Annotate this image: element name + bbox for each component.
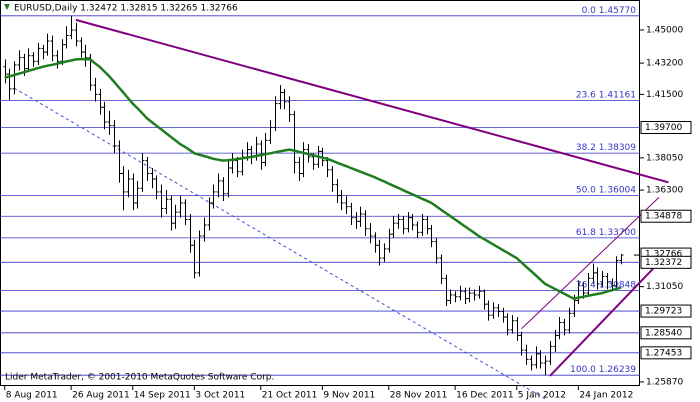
y-tick-label: 1.25870: [646, 377, 683, 387]
fib-ratio: 76.4: [576, 280, 596, 290]
level-tag-label: 1.28540: [645, 328, 682, 338]
y-tick-label: 1.45000: [646, 25, 683, 35]
fib-price: 1.45770: [599, 5, 636, 15]
trendline: [75, 18, 669, 184]
x-tick-label: 3 Oct 2011: [195, 391, 245, 401]
level-tag: [640, 121, 692, 135]
fib-ratio: 100.0: [570, 365, 596, 375]
fib-price: 1.36004: [599, 185, 636, 195]
x-tick-label: 26 Aug 2011: [72, 391, 130, 401]
fib-label: 50.0 1.36004: [576, 185, 636, 195]
fib-price: 1.38309: [599, 143, 636, 153]
footer: Lider MetaTrader, © 2001-2010 MetaQuotes…: [5, 373, 274, 383]
trendline: [521, 197, 660, 330]
level-tag-label: 1.32372: [645, 258, 682, 268]
y-tick-label: 1.41500: [646, 90, 683, 100]
y-tick-label: 1.43200: [646, 59, 683, 69]
x-tick-label: 24 Jan 2012: [579, 391, 633, 401]
x-tick-label: 16 Dec 2011: [456, 391, 513, 401]
level-tag: [640, 255, 692, 269]
level-tag: [640, 209, 692, 223]
moving-average: [4, 57, 622, 300]
fib-label: 61.8 1.33700: [576, 227, 636, 237]
fib-label: 0.0 1.45770: [582, 5, 637, 15]
title-icon: [4, 4, 10, 10]
ma-layer: [4, 57, 622, 300]
level-tag-label: 1.39700: [645, 123, 682, 133]
fib-label: 76.4 1.30848: [576, 280, 636, 290]
chart-title: EURUSD,Daily 1.32472 1.32815 1.32265 1.3…: [14, 4, 238, 14]
fib-ratio: 23.6: [576, 90, 596, 100]
level-tag: [640, 326, 692, 340]
current-price-label: 1.32766: [645, 250, 682, 260]
fib-label: 100.0 1.26239: [570, 365, 636, 375]
plot-frame: [0, 0, 640, 386]
level-tag: [640, 304, 692, 318]
x-tick-label: 5 Jan 2012: [518, 391, 566, 401]
level-layer: [0, 15, 640, 376]
y-tick-label: 1.36300: [646, 186, 683, 196]
fib-price: 1.33700: [599, 227, 636, 237]
level-tag-label: 1.27453: [645, 348, 682, 358]
x-tick-label: 9 Nov 2011: [323, 391, 375, 401]
fib-ratio: 50.0: [576, 185, 596, 195]
fib-ratio: 0.0: [582, 5, 597, 15]
fib-ratio: 61.8: [576, 227, 596, 237]
x-tick-label: 14 Sep 2011: [134, 391, 191, 401]
x-tick-label: 8 Aug 2011: [6, 391, 58, 401]
fib-label: 23.6 1.41161: [576, 90, 636, 100]
fib-ratio: 38.2: [576, 143, 596, 153]
level-tag-label: 1.34878: [645, 212, 682, 222]
y-tick-label: 1.31050: [646, 282, 683, 292]
trendline: [13, 87, 546, 400]
fib-price: 1.30848: [599, 280, 636, 290]
label-layer: 1.32766 1.45000 1.43200 1.41500 1.38050 1.363…: [4, 5, 692, 401]
x-tick-label: 28 Nov 2011: [390, 391, 448, 401]
y-tick-label: 1.38050: [646, 153, 683, 163]
trendline-layer: [13, 18, 669, 400]
trendline: [549, 261, 660, 377]
fib-label: 38.2 1.38309: [576, 143, 636, 153]
level-tag-label: 1.29723: [645, 307, 682, 317]
fib-price: 1.26239: [599, 365, 636, 375]
level-tag: [640, 346, 692, 360]
fib-price: 1.41161: [599, 90, 636, 100]
x-tick-label: 21 Oct 2011: [262, 391, 318, 401]
